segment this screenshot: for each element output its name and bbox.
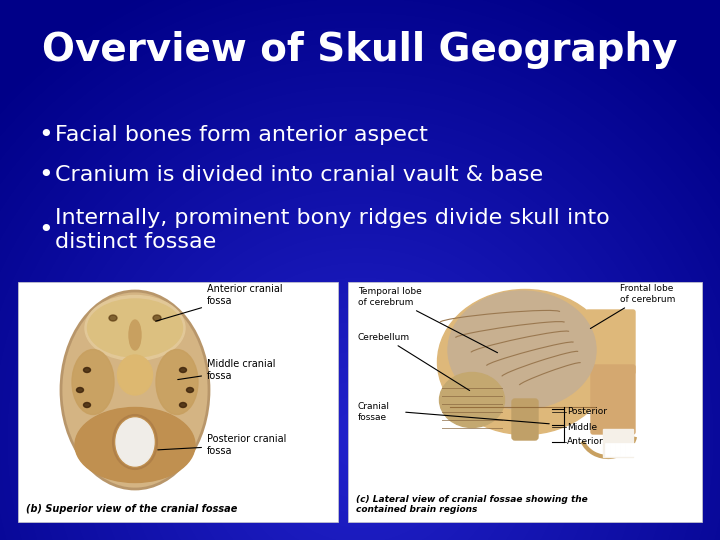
- Text: Temporal lobe
of cerebrum: Temporal lobe of cerebrum: [358, 287, 498, 353]
- Ellipse shape: [153, 315, 161, 321]
- Ellipse shape: [186, 388, 194, 393]
- Ellipse shape: [116, 418, 154, 466]
- FancyBboxPatch shape: [611, 443, 616, 456]
- Ellipse shape: [448, 291, 596, 409]
- Ellipse shape: [438, 289, 613, 435]
- Text: Posterior cranial
fossa: Posterior cranial fossa: [158, 434, 287, 456]
- FancyBboxPatch shape: [606, 443, 611, 456]
- Text: Posterior: Posterior: [567, 408, 607, 416]
- FancyBboxPatch shape: [621, 443, 626, 456]
- Text: Cerebellum: Cerebellum: [358, 333, 469, 390]
- Ellipse shape: [129, 320, 141, 350]
- Ellipse shape: [63, 293, 207, 488]
- Text: Facial bones form anterior aspect: Facial bones form anterior aspect: [55, 125, 428, 145]
- FancyBboxPatch shape: [631, 443, 636, 456]
- Ellipse shape: [75, 408, 195, 483]
- Text: Cranium is divided into cranial vault & base: Cranium is divided into cranial vault & …: [55, 165, 543, 185]
- Ellipse shape: [156, 349, 198, 415]
- FancyBboxPatch shape: [18, 282, 338, 522]
- Text: Internally, prominent bony ridges divide skull into
distinct fossae: Internally, prominent bony ridges divide…: [55, 208, 610, 252]
- Ellipse shape: [439, 373, 505, 428]
- Ellipse shape: [179, 368, 186, 373]
- Ellipse shape: [109, 315, 117, 321]
- Text: (c) Lateral view of cranial fossae showing the
contained brain regions: (c) Lateral view of cranial fossae showi…: [356, 495, 588, 514]
- Ellipse shape: [76, 388, 84, 393]
- Ellipse shape: [179, 402, 186, 408]
- Text: Cranial
fossae: Cranial fossae: [358, 402, 390, 422]
- Text: Middle cranial
fossa: Middle cranial fossa: [178, 359, 276, 381]
- Text: •: •: [38, 163, 53, 187]
- Text: (b) Superior view of the cranial fossae: (b) Superior view of the cranial fossae: [26, 504, 238, 514]
- Ellipse shape: [84, 368, 91, 373]
- Ellipse shape: [72, 349, 114, 415]
- FancyBboxPatch shape: [348, 282, 702, 522]
- FancyBboxPatch shape: [626, 443, 631, 456]
- Ellipse shape: [117, 355, 153, 395]
- Ellipse shape: [84, 402, 91, 408]
- Text: Overview of Skull Geography: Overview of Skull Geography: [42, 31, 678, 69]
- FancyBboxPatch shape: [586, 310, 635, 374]
- Text: Anterior cranial
fossa: Anterior cranial fossa: [156, 284, 283, 321]
- Text: Anterior: Anterior: [567, 437, 604, 447]
- Text: •: •: [38, 218, 53, 242]
- FancyBboxPatch shape: [616, 443, 621, 456]
- Text: Middle: Middle: [567, 422, 597, 431]
- FancyBboxPatch shape: [603, 429, 633, 457]
- Ellipse shape: [88, 299, 182, 357]
- Text: •: •: [38, 123, 53, 147]
- FancyBboxPatch shape: [512, 399, 538, 440]
- Text: Frontal lobe
of cerebrum: Frontal lobe of cerebrum: [590, 284, 675, 328]
- Ellipse shape: [85, 295, 185, 361]
- FancyBboxPatch shape: [591, 365, 635, 434]
